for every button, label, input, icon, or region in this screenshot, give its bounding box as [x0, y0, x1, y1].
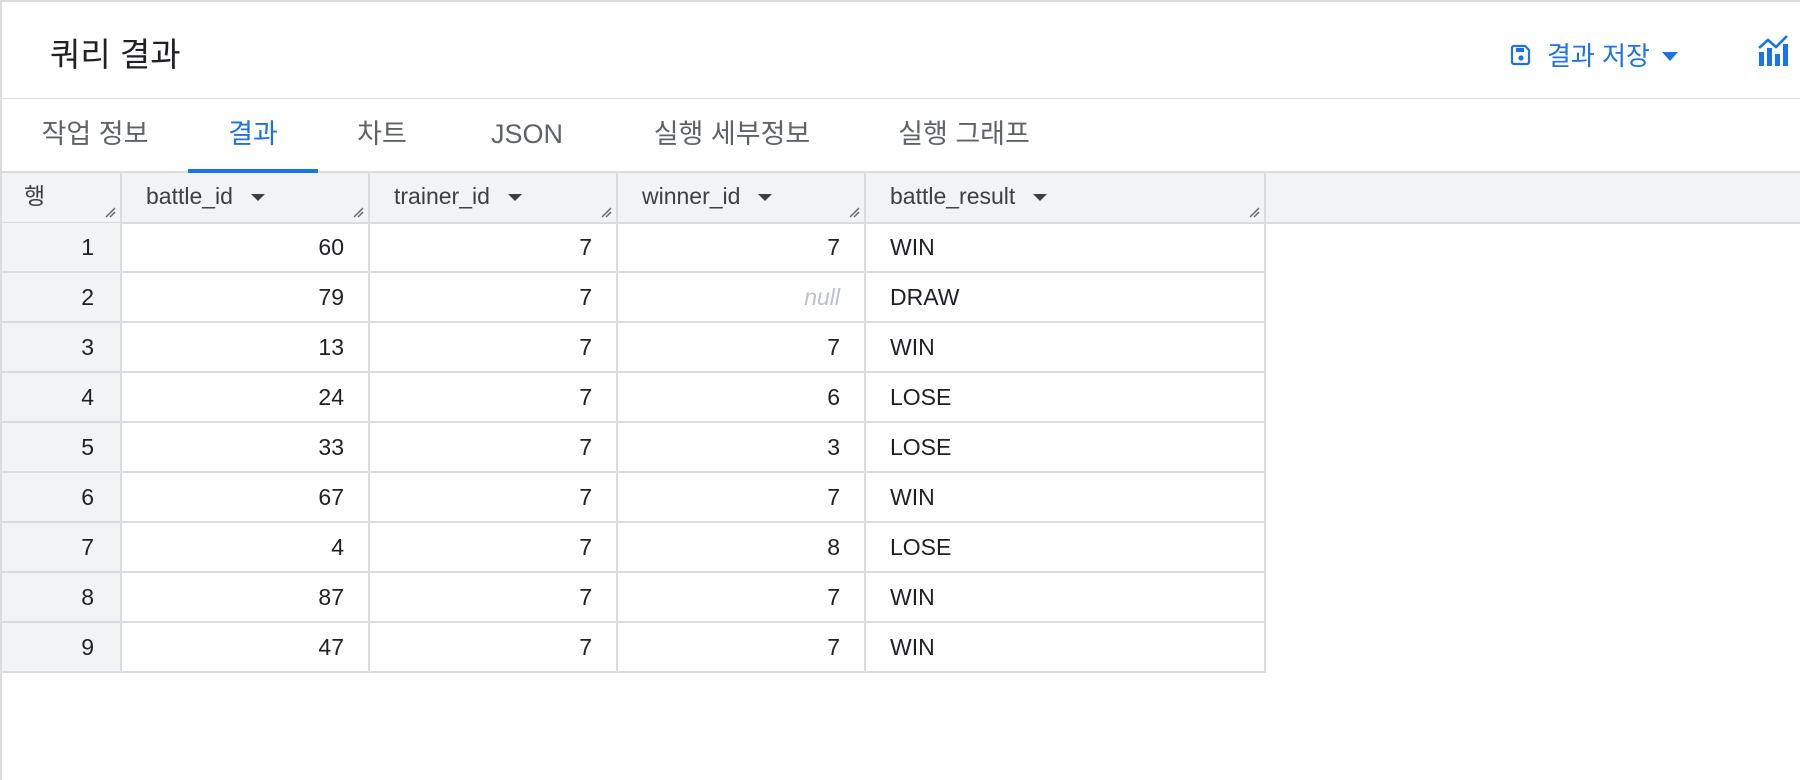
chevron-down-icon	[1661, 51, 1678, 61]
cell-trainer-id[interactable]: 7	[370, 223, 618, 273]
page-title: 쿼리 결과	[50, 36, 181, 73]
cell-winner-id[interactable]: 7	[618, 573, 866, 623]
row-number-cell: 8	[2, 573, 122, 623]
cell-battle-result[interactable]: LOSE	[866, 523, 1266, 573]
cell-battle-result[interactable]: WIN	[866, 473, 1266, 523]
column-header-label: trainer_id	[394, 183, 490, 209]
floppy-disk-icon	[1510, 44, 1531, 65]
cell-winner-id[interactable]: 7	[618, 473, 866, 523]
sort-arrow-icon[interactable]	[507, 194, 522, 202]
results-tabs: 작업 정보 결과 차트 JSON 실행 세부정보 실행 그래프	[2, 99, 1800, 173]
row-number-cell: 1	[2, 223, 122, 273]
results-header: 쿼리 결과 결과 저장	[2, 2, 1800, 100]
sort-arrow-icon[interactable]	[250, 194, 265, 202]
cell-battle-id[interactable]: 60	[122, 223, 370, 273]
row-number-header-label: 행	[24, 183, 46, 209]
cell-battle-result[interactable]: WIN	[866, 623, 1266, 673]
table-row: 6 67 7 7 WIN	[2, 473, 1266, 523]
row-number-cell: 2	[2, 273, 122, 323]
cell-trainer-id[interactable]: 7	[370, 373, 618, 423]
resize-handle-icon[interactable]	[1248, 206, 1260, 218]
row-number-cell: 6	[2, 473, 122, 523]
column-header-battle-id[interactable]: battle_id	[122, 173, 370, 222]
cell-trainer-id[interactable]: 7	[370, 573, 618, 623]
table-row: 9 47 7 7 WIN	[2, 623, 1266, 673]
table-row: 3 13 7 7 WIN	[2, 323, 1266, 373]
table-row: 5 33 7 3 LOSE	[2, 423, 1266, 473]
cell-battle-result[interactable]: DRAW	[866, 273, 1266, 323]
cell-trainer-id[interactable]: 7	[370, 623, 618, 673]
column-header-label: battle_result	[890, 183, 1016, 209]
save-results-label: 결과 저장	[1547, 41, 1650, 71]
tab-results[interactable]: 결과	[188, 99, 318, 173]
tab-execution-details[interactable]: 실행 세부정보	[653, 119, 811, 149]
cell-winner-id[interactable]: 7	[618, 623, 866, 673]
cell-battle-id[interactable]: 24	[122, 373, 370, 423]
column-header-trainer-id[interactable]: trainer_id	[370, 173, 618, 222]
row-number-header: 행	[2, 173, 122, 222]
tab-job-info[interactable]: 작업 정보	[41, 119, 149, 149]
table-header-row: 행 battle_id trainer_id winner_id battle_…	[2, 173, 1800, 224]
cell-battle-result[interactable]: WIN	[866, 223, 1266, 273]
resize-handle-icon[interactable]	[104, 206, 116, 218]
table-row: 4 24 7 6 LOSE	[2, 373, 1266, 423]
column-header-label: battle_id	[146, 183, 233, 209]
cell-battle-id[interactable]: 87	[122, 573, 370, 623]
cell-battle-id[interactable]: 33	[122, 423, 370, 473]
resize-handle-icon[interactable]	[600, 206, 612, 218]
tab-execution-graph[interactable]: 실행 그래프	[898, 119, 1030, 149]
row-number-cell: 5	[2, 423, 122, 473]
cell-battle-id[interactable]: 4	[122, 523, 370, 573]
cell-trainer-id[interactable]: 7	[370, 423, 618, 473]
cell-winner-id[interactable]: 8	[618, 523, 866, 573]
resize-handle-icon[interactable]	[848, 206, 860, 218]
cell-trainer-id[interactable]: 7	[370, 473, 618, 523]
cell-battle-result[interactable]: LOSE	[866, 423, 1266, 473]
cell-battle-id[interactable]: 47	[122, 623, 370, 673]
sort-arrow-icon[interactable]	[758, 194, 773, 202]
save-results-button[interactable]: 결과 저장	[1509, 36, 1678, 73]
cell-trainer-id[interactable]: 7	[370, 523, 618, 573]
table-row: 1 60 7 7 WIN	[2, 223, 1266, 273]
cell-battle-result[interactable]: WIN	[866, 323, 1266, 373]
cell-battle-id[interactable]: 67	[122, 473, 370, 523]
cell-winner-id[interactable]: 6	[618, 373, 866, 423]
tab-chart[interactable]: 차트	[357, 119, 407, 149]
table-row: 8 87 7 7 WIN	[2, 573, 1266, 623]
row-number-cell: 7	[2, 523, 122, 573]
cell-winner-id[interactable]: 7	[618, 323, 866, 373]
table-row: 2 79 7 null DRAW	[2, 273, 1266, 323]
row-number-cell: 3	[2, 323, 122, 373]
resize-handle-icon[interactable]	[352, 206, 364, 218]
cell-winner-id[interactable]: 3	[618, 423, 866, 473]
tab-json[interactable]: JSON	[490, 119, 563, 149]
sort-arrow-icon[interactable]	[1033, 194, 1048, 202]
column-header-battle-result[interactable]: battle_result	[866, 173, 1266, 222]
table-row: 7 4 7 8 LOSE	[2, 523, 1266, 573]
cell-winner-id[interactable]: null	[618, 273, 866, 323]
cell-trainer-id[interactable]: 7	[370, 323, 618, 373]
cell-winner-id[interactable]: 7	[618, 223, 866, 273]
cell-battle-result[interactable]: WIN	[866, 573, 1266, 623]
column-header-label: winner_id	[642, 183, 741, 209]
row-number-cell: 4	[2, 373, 122, 423]
cell-battle-id[interactable]: 13	[122, 323, 370, 373]
cell-battle-result[interactable]: LOSE	[866, 373, 1266, 423]
cell-battle-id[interactable]: 79	[122, 273, 370, 323]
column-header-winner-id[interactable]: winner_id	[618, 173, 866, 222]
chart-explore-icon[interactable]	[1757, 34, 1789, 68]
row-number-cell: 9	[2, 623, 122, 673]
cell-trainer-id[interactable]: 7	[370, 273, 618, 323]
